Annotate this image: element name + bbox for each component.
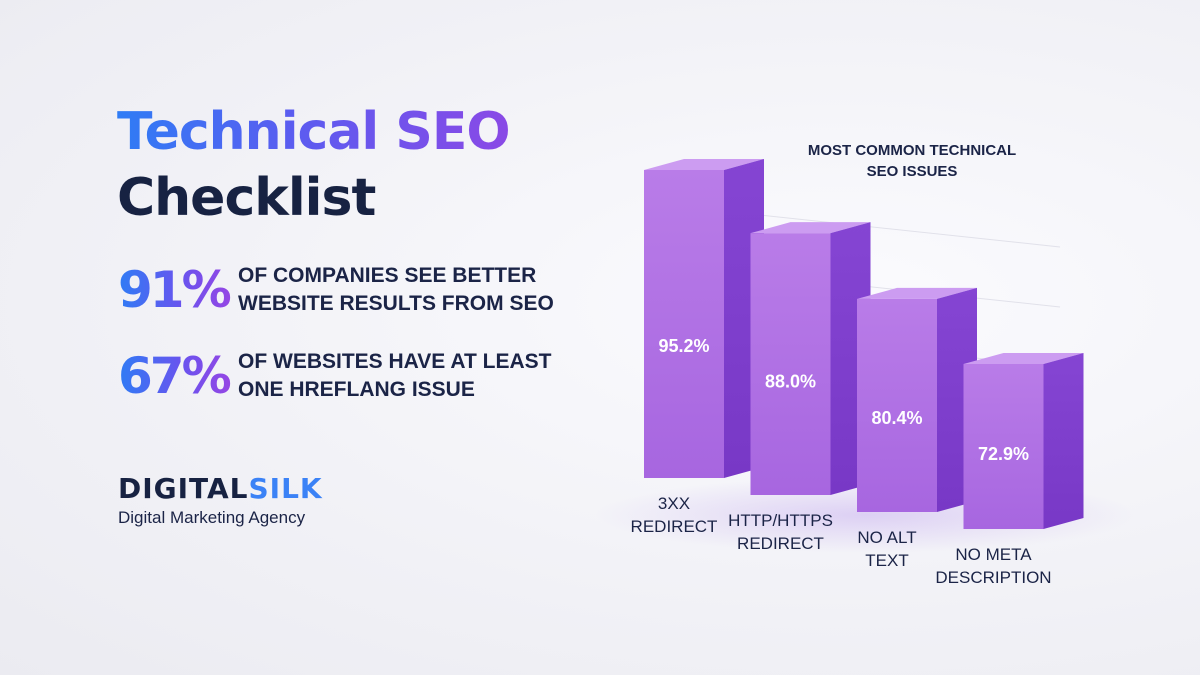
data-label: 72.9% xyxy=(978,444,1029,464)
page-title-line-2: Checklist xyxy=(117,168,376,228)
category-label: TEXT xyxy=(865,551,908,570)
stat-description: OF COMPANIES SEE BETTER WEBSITE RESULTS … xyxy=(238,262,554,318)
bar xyxy=(857,287,977,512)
bar xyxy=(750,222,871,495)
bar-front xyxy=(857,298,937,512)
bar xyxy=(644,159,764,478)
category-label: REDIRECT xyxy=(631,517,718,536)
data-label: 88.0% xyxy=(765,371,816,391)
category-label: 3XX xyxy=(658,494,690,513)
brand-logo-part-1: DIGITAL xyxy=(118,472,249,505)
stat-description: OF WEBSITES HAVE AT LEAST ONE HREFLANG I… xyxy=(238,348,551,404)
bar-chart: MOST COMMON TECHNICAL SEO ISSUES 95.2% 3XX R… xyxy=(595,142,1135,587)
chart-title-line: MOST COMMON TECHNICAL xyxy=(808,142,1016,159)
bar xyxy=(963,353,1084,529)
stat-value: 91% xyxy=(118,265,236,315)
stat-description-line-1: OF WEBSITES HAVE AT LEAST xyxy=(238,350,552,373)
stat-description-line-2: ONE HREFLANG ISSUE xyxy=(238,378,475,401)
category-label: HTTP/HTTPS xyxy=(728,511,833,530)
data-label: 95.2% xyxy=(658,336,709,356)
chart-text: MOST COMMON TECHNICAL SEO ISSUES 95.2% 3XX R… xyxy=(631,142,1052,587)
bar-side xyxy=(1043,353,1084,529)
stat-description-line-2: WEBSITE RESULTS FROM SEO xyxy=(238,292,554,315)
page-title-line-1: Technical SEO xyxy=(117,102,511,162)
stat-value: 67% xyxy=(118,351,236,401)
bar-front xyxy=(644,170,724,478)
category-label: NO ALT xyxy=(857,528,916,547)
bar-top xyxy=(750,222,871,234)
grid-line xyxy=(759,214,1061,248)
brand-logo-part-2: SILK xyxy=(248,472,323,505)
stat-websites: 67% OF WEBSITES HAVE AT LEAST ONE HREFLA… xyxy=(118,348,551,404)
brand-tagline: Digital Marketing Agency xyxy=(118,508,306,527)
stat-description-line-1: OF COMPANIES SEE BETTER xyxy=(238,264,537,287)
brand-logo: DIGITALSILK xyxy=(118,475,323,503)
category-label: REDIRECT xyxy=(737,534,824,553)
category-label: NO META xyxy=(955,545,1032,564)
chart-title-line: SEO ISSUES xyxy=(867,163,958,180)
bar-front xyxy=(963,364,1044,529)
category-label: DESCRIPTION xyxy=(935,568,1051,587)
chart-bars xyxy=(644,159,1084,529)
stat-companies: 91% OF COMPANIES SEE BETTER WEBSITE RESU… xyxy=(118,262,554,318)
bar-front xyxy=(750,233,831,495)
data-label: 80.4% xyxy=(871,408,922,428)
